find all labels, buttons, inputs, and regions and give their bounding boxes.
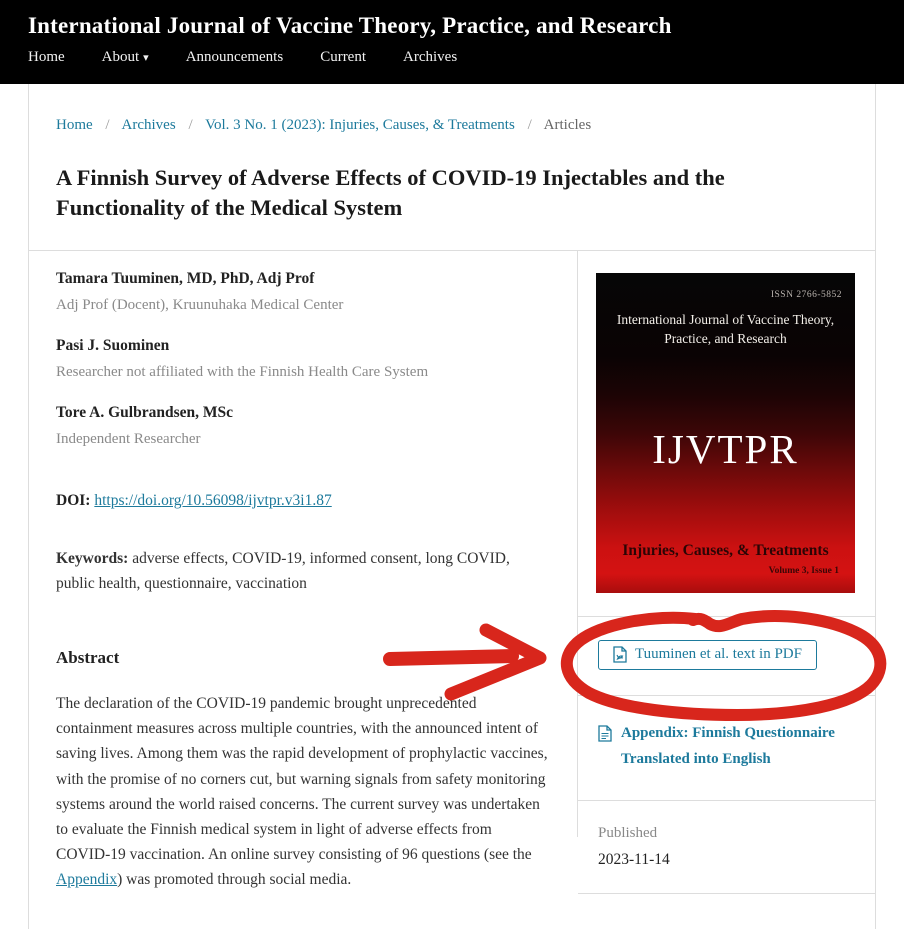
- chevron-down-icon: ▾: [143, 52, 149, 64]
- content-wrapper: Home / Archives / Vol. 3 No. 1 (2023): I…: [28, 84, 876, 929]
- keywords-label: Keywords:: [56, 550, 129, 567]
- author-affiliation: Researcher not affiliated with the Finni…: [56, 364, 429, 380]
- breadcrumb: Home / Archives / Vol. 3 No. 1 (2023): I…: [29, 84, 875, 134]
- nav-announcements[interactable]: Announcements: [185, 49, 284, 65]
- author-name: Tore A. Gulbrandsen, MSc: [56, 404, 233, 421]
- published-date: 2023-11-14: [598, 851, 670, 868]
- breadcrumb-current-articles: Articles: [543, 117, 592, 133]
- author-name: Pasi J. Suominen: [56, 337, 170, 354]
- pdf-button-label: Tuuminen et al. text in PDF: [635, 646, 802, 662]
- breadcrumb-archives[interactable]: Archives: [121, 117, 176, 133]
- cover-section: ISSN 2766-5852 International Journal of …: [578, 251, 875, 617]
- nav-current[interactable]: Current: [320, 49, 367, 65]
- author-entry: Tamara Tuuminen, MD, PhD, Adj Prof Adj P…: [56, 270, 549, 314]
- breadcrumb-separator: /: [188, 117, 193, 133]
- breadcrumb-separator: /: [105, 117, 110, 133]
- abstract-heading: Abstract: [56, 648, 120, 667]
- article-sidebar: ISSN 2766-5852 International Journal of …: [577, 251, 875, 894]
- author-entry: Pasi J. Suominen Researcher not affiliat…: [56, 337, 549, 381]
- breadcrumb-separator: /: [527, 117, 532, 133]
- pdf-file-icon: [613, 646, 627, 663]
- published-label: Published: [598, 825, 658, 841]
- doi-link[interactable]: https://doi.org/10.56098/ijvtpr.v3i1.87: [94, 492, 332, 509]
- doi-label: DOI:: [56, 492, 91, 509]
- nav-home[interactable]: Home: [28, 49, 65, 65]
- appendix-link-label: Appendix: Finnish Questionnaire Translat…: [621, 725, 835, 767]
- abstract-text-part2: ) was promoted through social media.: [117, 871, 352, 889]
- issue-cover-image[interactable]: ISSN 2766-5852 International Journal of …: [596, 273, 855, 593]
- keywords-text: adverse effects, COVID-19, informed cons…: [56, 550, 510, 592]
- author-entry: Tore A. Gulbrandsen, MSc Independent Res…: [56, 404, 549, 448]
- published-section: Published 2023-11-14: [578, 801, 875, 894]
- breadcrumb-issue[interactable]: Vol. 3 No. 1 (2023): Injuries, Causes, &…: [205, 117, 515, 133]
- keywords-block: Keywords: adverse effects, COVID-19, inf…: [56, 546, 549, 596]
- galley-section: Tuuminen et al. text in PDF: [578, 617, 875, 696]
- nav-archives[interactable]: Archives: [403, 49, 458, 65]
- abstract-appendix-link[interactable]: Appendix: [56, 871, 118, 889]
- cover-acronym: IJVTPR: [652, 426, 799, 472]
- cover-journal-title: International Journal of Vaccine Theory,…: [616, 312, 835, 346]
- article-main-column: Tamara Tuuminen, MD, PhD, Adj Prof Adj P…: [29, 251, 577, 888]
- cover-issn: ISSN 2766-5852: [770, 290, 842, 300]
- nav-about[interactable]: About ▾: [101, 49, 149, 65]
- journal-title: International Journal of Vaccine Theory,…: [28, 13, 672, 38]
- doi-line: DOI: https://doi.org/10.56098/ijvtpr.v3i…: [56, 492, 549, 510]
- cover-volume-label: Volume 3, Issue 1: [768, 566, 839, 576]
- main-nav: Home About ▾ Announcements Current Archiv…: [28, 48, 876, 66]
- author-name: Tamara Tuuminen, MD, PhD, Adj Prof: [56, 270, 315, 287]
- appendix-section: Appendix: Finnish Questionnaire Translat…: [578, 696, 875, 801]
- pdf-download-button[interactable]: Tuuminen et al. text in PDF: [598, 640, 817, 670]
- abstract-paragraph: The declaration of the COVID-19 pandemic…: [56, 691, 549, 893]
- abstract-text-part1: The declaration of the COVID-19 pandemic…: [56, 695, 548, 864]
- author-affiliation: Independent Researcher: [56, 431, 201, 447]
- breadcrumb-home[interactable]: Home: [56, 117, 93, 133]
- cover-issue-title: Injuries, Causes, & Treatments: [622, 542, 829, 559]
- article-title: A Finnish Survey of Adverse Effects of C…: [56, 165, 725, 220]
- appendix-file-link[interactable]: Appendix: Finnish Questionnaire Translat…: [598, 720, 845, 772]
- site-header: International Journal of Vaccine Theory,…: [0, 0, 904, 84]
- author-affiliation: Adj Prof (Docent), Kruunuhaka Medical Ce…: [56, 297, 344, 313]
- divider: [29, 250, 875, 251]
- document-icon: [598, 725, 612, 742]
